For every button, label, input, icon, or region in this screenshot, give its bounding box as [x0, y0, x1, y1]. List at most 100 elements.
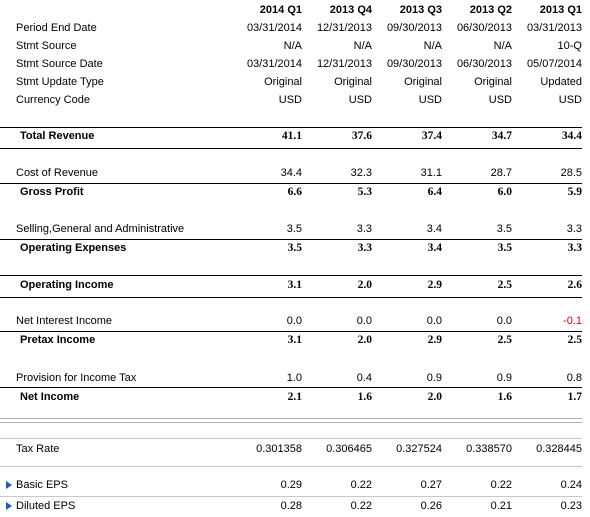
table-cell: 0.9 [426, 372, 442, 384]
row-pretax-income: Pretax Income 3.1 2.0 2.9 2.5 2.5 [0, 332, 590, 349]
meta-row-currency-code: Currency Code USD USD USD USD USD [0, 92, 590, 109]
table-cell: 2.9 [427, 334, 442, 346]
row-total-revenue: Total Revenue 41.1 37.6 37.4 34.7 34.4 [0, 128, 590, 145]
table-cell: 3.1 [287, 334, 302, 346]
row-diluted-eps[interactable]: Diluted EPS 0.28 0.22 0.26 0.21 0.23 [0, 498, 590, 515]
table-cell: USD [348, 94, 372, 106]
row-cost-of-revenue: Cost of Revenue 34.4 32.3 31.1 28.7 28.5 [0, 165, 590, 182]
table-cell: 0.9 [496, 372, 512, 384]
table-cell: 5.3 [357, 186, 372, 198]
row-label: Total Revenue [20, 130, 95, 142]
table-cell: 0.21 [490, 500, 512, 512]
table-cell: 3.4 [426, 223, 442, 235]
table-cell: 3.5 [287, 242, 302, 254]
table-cell: 09/30/2013 [386, 22, 442, 34]
table-cell: 0.8 [566, 372, 582, 384]
table-cell: 0.28 [280, 500, 302, 512]
row-label: Operating Income [20, 279, 114, 291]
row-label: Net Interest Income [16, 315, 112, 327]
table-cell: 1.6 [497, 391, 512, 403]
table-cell: 0.22 [350, 479, 372, 491]
row-label[interactable]: Diluted EPS [16, 500, 76, 512]
table-cell: 2.9 [427, 279, 442, 291]
table-cell: 03/31/2013 [526, 22, 582, 34]
table-cell: N/A [423, 40, 442, 52]
table-cell: 2.6 [567, 279, 582, 291]
table-cell: 03/31/2014 [246, 22, 302, 34]
table-cell: 0.26 [420, 500, 442, 512]
divider [0, 387, 582, 388]
divider [0, 183, 582, 184]
table-cell: Original [264, 76, 302, 88]
row-provision-income-tax: Provision for Income Tax 1.0 0.4 0.9 0.9… [0, 370, 590, 387]
table-cell: 0.29 [280, 479, 302, 491]
table-cell: USD [488, 94, 512, 106]
table-cell: 3.3 [356, 223, 372, 235]
table-cell: 0.4 [356, 372, 372, 384]
row-basic-eps[interactable]: Basic EPS 0.29 0.22 0.27 0.22 0.24 [0, 477, 590, 494]
table-cell: 06/30/2013 [456, 58, 512, 70]
table-cell: 2.1 [287, 391, 302, 403]
column-header: 2013 Q3 [399, 4, 442, 16]
table-cell: 3.5 [496, 223, 512, 235]
table-cell: 6.4 [427, 186, 442, 198]
expand-arrow-icon[interactable] [6, 481, 12, 489]
column-header: 2013 Q4 [329, 4, 372, 16]
row-label: Operating Expenses [20, 242, 127, 254]
row-label[interactable]: Basic EPS [16, 479, 68, 491]
table-cell: 0.306465 [326, 443, 372, 455]
row-label: Pretax Income [20, 334, 96, 346]
table-cell: Original [404, 76, 442, 88]
table-cell: 0.23 [560, 500, 582, 512]
row-net-interest-income: Net Interest Income 0.0 0.0 0.0 0.0 -0.1 [0, 313, 590, 330]
divider [0, 127, 582, 128]
table-cell: 6.0 [497, 186, 512, 198]
meta-row-stmt-source: Stmt Source N/A N/A N/A N/A 10-Q [0, 38, 590, 55]
table-cell: 0.22 [350, 500, 372, 512]
table-cell: 2.5 [497, 334, 512, 346]
table-cell: 0.0 [496, 315, 512, 327]
divider [0, 148, 582, 149]
meta-row-period-end: Period End Date 03/31/2014 12/31/2013 09… [0, 20, 590, 37]
table-cell: 0.27 [420, 479, 442, 491]
table-cell: USD [418, 94, 442, 106]
table-cell: USD [278, 94, 302, 106]
table-cell: 3.3 [567, 242, 582, 254]
table-cell: N/A [353, 40, 372, 52]
table-cell: 1.7 [567, 391, 582, 403]
table-cell: 28.5 [560, 167, 582, 179]
row-operating-expenses: Operating Expenses 3.5 3.3 3.4 3.5 3.3 [0, 240, 590, 257]
table-cell: 2.5 [567, 334, 582, 346]
row-label: Stmt Source Date [16, 58, 103, 70]
meta-row-stmt-source-date: Stmt Source Date 03/31/2014 12/31/2013 0… [0, 56, 590, 73]
row-label: Stmt Update Type [16, 76, 104, 88]
row-label: Selling,General and Administrative [16, 223, 185, 235]
table-cell: 3.4 [427, 242, 442, 254]
table-cell: 1.6 [357, 391, 372, 403]
divider [0, 496, 582, 497]
row-label: Tax Rate [16, 443, 60, 455]
row-tax-rate: Tax Rate 0.301358 0.306465 0.327524 0.33… [0, 441, 590, 458]
meta-row-stmt-update-type: Stmt Update Type Original Original Origi… [0, 74, 590, 91]
column-header: 2013 Q1 [539, 4, 582, 16]
table-cell: 0.0 [426, 315, 442, 327]
table-cell: 03/31/2014 [246, 58, 302, 70]
table-cell: 0.0 [356, 315, 372, 327]
table-cell: 12/31/2013 [316, 22, 372, 34]
table-cell: 31.1 [420, 167, 442, 179]
table-cell: 0.22 [490, 479, 512, 491]
table-cell: 6.6 [287, 186, 302, 198]
expand-arrow-icon[interactable] [6, 502, 12, 510]
row-net-income: Net Income 2.1 1.6 2.0 1.6 1.7 [0, 389, 590, 406]
table-cell: 34.7 [491, 130, 512, 142]
divider [0, 438, 582, 439]
table-cell: 0.301358 [256, 443, 302, 455]
table-cell: 10-Q [557, 40, 582, 52]
table-cell: 28.7 [490, 167, 512, 179]
table-cell: 0.0 [286, 315, 302, 327]
table-cell: 0.327524 [396, 443, 442, 455]
table-cell: 34.4 [280, 167, 302, 179]
divider [0, 275, 582, 276]
table-cell: 06/30/2013 [456, 22, 512, 34]
table-cell: Original [334, 76, 372, 88]
